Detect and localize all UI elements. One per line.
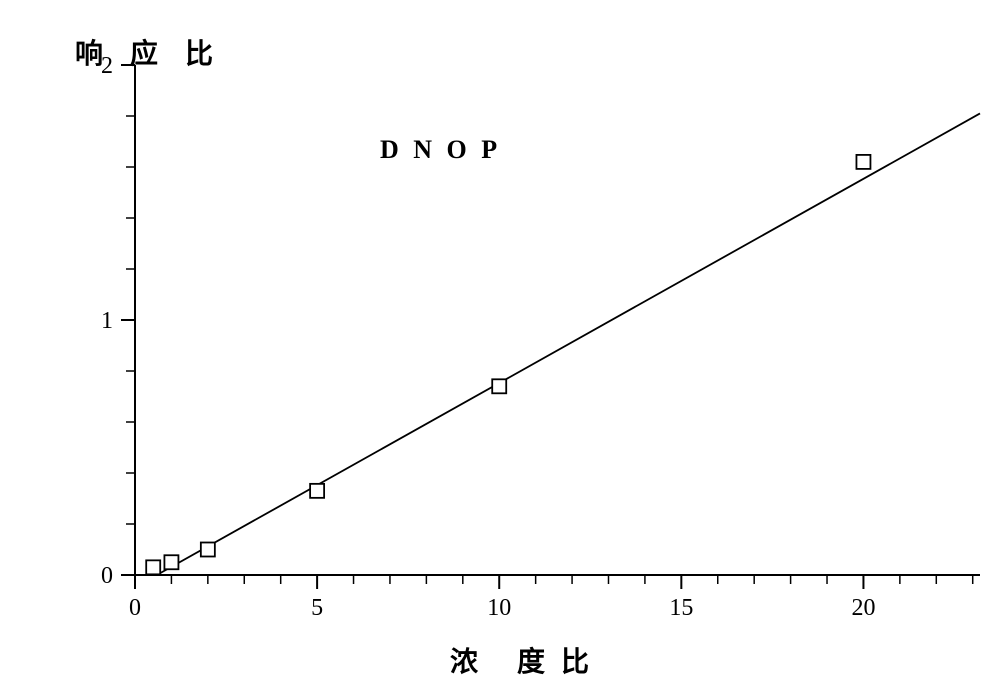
x-tick-label: 10 <box>487 595 511 621</box>
x-axis-title: 浓 度比 <box>450 640 605 680</box>
regression-line <box>157 113 980 575</box>
data-point <box>492 379 506 393</box>
data-point <box>146 560 160 574</box>
series-label: D N O P <box>380 135 501 165</box>
x-tick-label: 15 <box>669 595 693 621</box>
x-tick-label: 20 <box>851 595 875 621</box>
y-axis-title: 响 应 比 <box>75 32 223 72</box>
data-point <box>164 555 178 569</box>
chart-container: 响 应 比 D N O P 05101520012 浓 度比 <box>0 0 1000 679</box>
y-tick-label: 1 <box>101 308 113 334</box>
x-tick-label: 5 <box>311 595 323 621</box>
data-point <box>201 543 215 557</box>
data-point <box>856 155 870 169</box>
chart-svg: 05101520012 <box>0 0 1000 679</box>
data-point <box>310 484 324 498</box>
y-tick-label: 0 <box>101 563 113 589</box>
x-tick-label: 0 <box>129 595 141 621</box>
